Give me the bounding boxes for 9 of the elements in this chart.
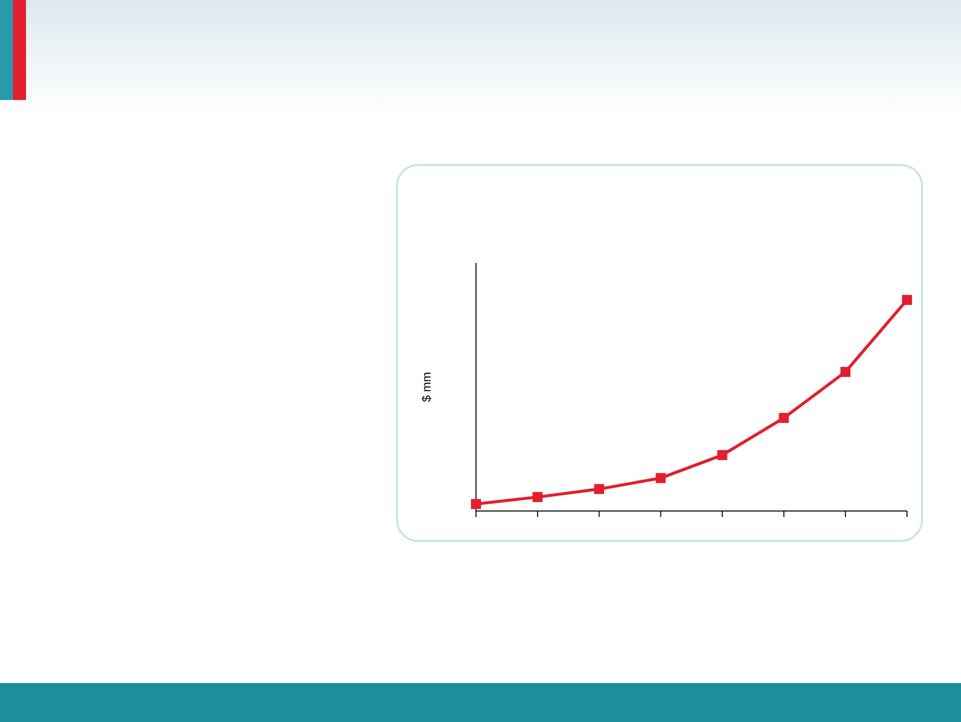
point [840,366,850,377]
y-axis-title: $ mm [419,372,434,402]
point [656,473,666,484]
point [532,492,543,502]
point [594,484,604,494]
point [471,499,481,510]
point [902,294,912,305]
point [717,450,728,460]
point [778,412,789,423]
